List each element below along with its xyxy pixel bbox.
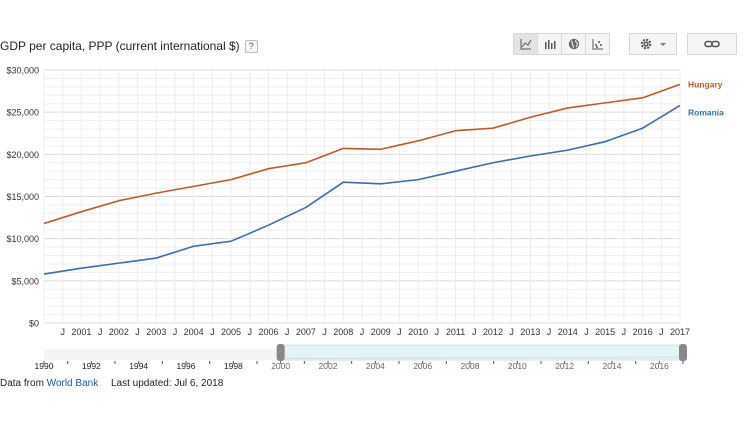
- x-minor-label: J: [584, 327, 589, 337]
- x-tick-label: 2016: [633, 327, 653, 337]
- x-minor-label: J: [98, 327, 103, 337]
- chart-series: [43, 83, 681, 275]
- x-minor-label: J: [509, 327, 514, 337]
- gear-icon: [640, 38, 666, 50]
- x-tick-label: 2005: [221, 327, 241, 337]
- line-chart-button[interactable]: [513, 33, 538, 55]
- x-tick-label: 2001: [71, 327, 91, 337]
- chevron-down-icon: [660, 43, 666, 46]
- x-tick-label: 2002: [109, 327, 129, 337]
- chart-title: GDP per capita, PPP (current internation…: [0, 39, 258, 54]
- settings-button[interactable]: [629, 33, 677, 55]
- chart-toolbar: [513, 33, 737, 55]
- link-button[interactable]: [687, 33, 737, 55]
- x-minor-label: J: [472, 327, 477, 337]
- y-tick-label: $20,000: [6, 150, 39, 160]
- x-minor-label: J: [135, 327, 140, 337]
- y-tick-label: $10,000: [6, 234, 39, 244]
- x-tick-label: 2015: [595, 327, 615, 337]
- series-line-hungary: [43, 83, 681, 225]
- x-tick-label: 2017: [670, 327, 690, 337]
- range-label: 1990: [35, 361, 54, 371]
- y-tick-label: $0: [29, 319, 39, 329]
- scatter-chart-button[interactable]: [585, 33, 610, 55]
- range-label: 2016: [650, 361, 669, 371]
- x-tick-label: 2012: [483, 327, 503, 337]
- legend-romania: Romania: [688, 107, 724, 117]
- range-label: 1998: [224, 361, 243, 371]
- help-icon[interactable]: ?: [244, 40, 258, 54]
- y-tick-label: $25,000: [6, 108, 39, 118]
- scatter-chart-icon: [592, 38, 603, 49]
- x-tick-label: 2008: [333, 327, 353, 337]
- range-label: 1994: [129, 361, 148, 371]
- y-tick-label: $30,000: [6, 66, 39, 76]
- x-minor-label: J: [360, 327, 365, 337]
- x-minor-label: J: [397, 327, 402, 337]
- range-label: 2008: [461, 361, 480, 371]
- source-prefix: Data from: [0, 378, 44, 389]
- x-minor-label: J: [435, 327, 440, 337]
- legend-hungary: Hungary: [688, 79, 723, 89]
- last-updated: Last updated: Jul 6, 2018: [110, 378, 224, 389]
- range-series-romania: [280, 356, 684, 360]
- chart-title-text: GDP per capita, PPP (current internation…: [0, 39, 240, 53]
- footer: Data from World Bank Last updated: Jul 6…: [0, 378, 223, 389]
- y-axis: $0 $5,000 $10,000 $15,000 $20,000 $25,000 $30,…: [6, 66, 39, 329]
- x-tick-label: 2006: [258, 327, 278, 337]
- x-minor-label: J: [285, 327, 290, 337]
- chart-legend: Hungary Romania: [688, 79, 724, 117]
- chart-canvas: $0 $5,000 $10,000 $15,000 $20,000 $25,000 $30,…: [6, 66, 724, 372]
- x-minor-label: J: [322, 327, 327, 337]
- range-label: 2004: [366, 361, 385, 371]
- x-minor-label: J: [659, 327, 664, 337]
- range-label: 2006: [413, 361, 432, 371]
- range-label: 2014: [603, 361, 622, 371]
- series-line-romania: [43, 104, 681, 275]
- line-chart-icon: [520, 38, 531, 49]
- range-handle-left[interactable]: [276, 344, 285, 361]
- x-tick-label: 2010: [408, 327, 428, 337]
- range-label: 2012: [555, 361, 574, 371]
- range-label: 1992: [82, 361, 101, 371]
- bar-chart-icon: [544, 39, 555, 49]
- range-label: 2010: [508, 361, 527, 371]
- y-tick-label: $5,000: [11, 276, 39, 286]
- globe-icon: [568, 38, 579, 50]
- x-tick-label: 2003: [146, 327, 166, 337]
- x-tick-label: 2007: [296, 327, 316, 337]
- x-tick-label: 2004: [184, 327, 204, 337]
- world-bank-link[interactable]: World Bank: [46, 378, 99, 389]
- x-axis: J J J J J J J J J J J J J J J J J 2001 2002 2003 2004 2005 200…: [60, 327, 690, 337]
- x-minor-label: J: [248, 327, 253, 337]
- x-minor-label: J: [173, 327, 178, 337]
- range-label: 2000: [271, 361, 290, 371]
- x-tick-label: 2011: [446, 327, 465, 337]
- range-label: 2002: [319, 361, 338, 371]
- bar-chart-button[interactable]: [537, 33, 562, 55]
- x-minor-label: J: [60, 327, 65, 337]
- range-handle-right[interactable]: [679, 344, 687, 361]
- x-minor-label: J: [547, 327, 552, 337]
- x-tick-label: 2014: [558, 327, 578, 337]
- x-tick-label: 2009: [371, 327, 391, 337]
- range-selector: 1990 1992 1994 1996 1998 2000 2002 2004 2006 2008…: [35, 344, 687, 371]
- x-minor-label: J: [210, 327, 215, 337]
- y-tick-label: $15,000: [6, 192, 39, 202]
- range-label: 1996: [177, 361, 196, 371]
- x-minor-label: J: [622, 327, 627, 337]
- x-tick-label: 2013: [520, 327, 540, 337]
- link-icon: [704, 40, 720, 48]
